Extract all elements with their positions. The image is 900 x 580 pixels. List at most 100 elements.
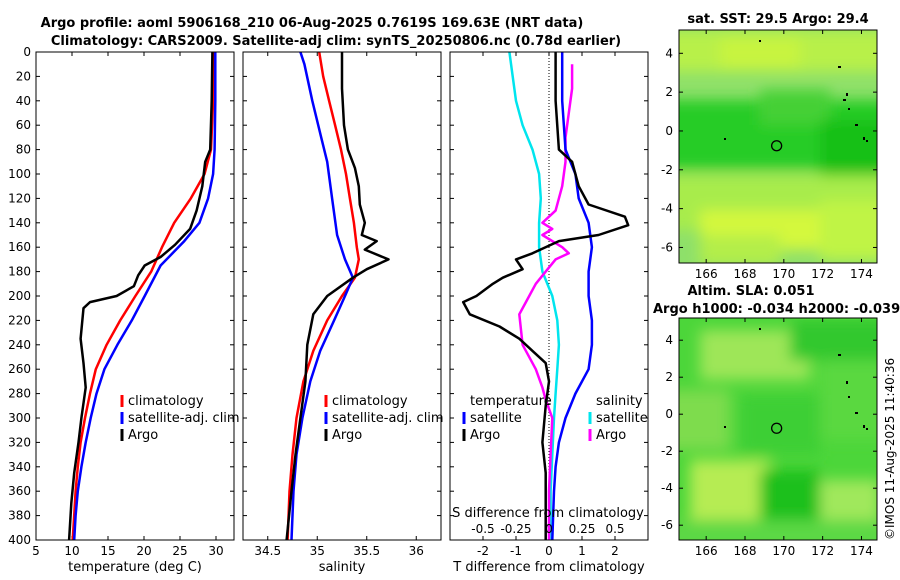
series-argo: [67, 52, 214, 540]
temperature-panel: 5 10 15 20 25 3002040608010012014016018020022…: [8, 45, 240, 575]
legend-satellite-label: satellite-adj. clim: [332, 411, 444, 426]
x-tick-label: 1: [578, 544, 586, 558]
difference-panel: -2 -1 0 1 2 T difference from climatology S …: [449, 51, 649, 575]
sla-map-subtitle: Argo h1000: -0.034 h2000: -0.039: [653, 302, 900, 317]
y-tick-label: 300: [8, 411, 31, 425]
difference-top-label: S difference from climatology: [452, 506, 644, 521]
top-tick-label: -0.5: [471, 522, 494, 536]
difference-axes-frame: [449, 51, 649, 541]
y-tick-label: 80: [16, 143, 31, 157]
map-x-tick-label: 166: [695, 267, 718, 281]
legend-s-argo-label: Argo: [596, 428, 626, 443]
difference-xlabel: T difference from climatology: [452, 560, 645, 575]
x-tick-label: 10: [64, 544, 79, 558]
x-tick-label: -2: [477, 544, 489, 558]
difference-lines: [461, 52, 630, 540]
salinity-legend: climatology satellite-adj. clim Argo: [324, 394, 444, 443]
legend-salinity-heading: salinity: [596, 394, 643, 409]
sla-field: [679, 318, 877, 540]
salinity-lines: [285, 52, 390, 540]
salinity-axes-frame: [242, 51, 442, 541]
sla-map-title: Altim. SLA: 0.051: [688, 284, 815, 299]
sla-map-ticks: 166 168 170 172 174 4 2 0 -2 -4 -6: [661, 318, 877, 558]
sla-patches: [679, 320, 877, 540]
map-x-tick-label: 172: [811, 544, 834, 558]
y-tick-label: 0: [23, 45, 31, 59]
difference-ticks: -2 -1 0 1 2: [450, 51, 648, 558]
y-tick-label: 360: [8, 484, 31, 498]
y-tick-label: 340: [8, 460, 31, 474]
sst-map-ticks: 166 168 170 172 174 4 2 0 -2 -4 -6: [661, 30, 877, 281]
x-tick-label: -1: [510, 544, 522, 558]
top-tick-label: 0.25: [569, 522, 596, 536]
map-y-tick-label: 0: [665, 124, 673, 138]
difference-legend: temperature satellite Argo salinity sate…: [462, 394, 648, 443]
map-y-tick-label: 0: [665, 407, 673, 421]
temperature-axes-frame: [35, 51, 235, 541]
map-y-tick-label: -2: [661, 163, 673, 177]
map-y-tick-label: -4: [661, 481, 673, 495]
map-y-tick-label: -6: [661, 240, 673, 254]
y-tick-label: 40: [16, 94, 31, 108]
map-x-tick-label: 174: [850, 267, 873, 281]
map-y-tick-label: -6: [661, 518, 673, 532]
x-tick-label: 0: [545, 544, 553, 558]
legend-climatology-label: climatology: [128, 394, 204, 409]
sla-argo-location-marker: [770, 422, 783, 434]
map-y-tick-label: -2: [661, 444, 673, 458]
sla-map-frame: [678, 317, 878, 541]
map-y-tick-label: 4: [665, 46, 673, 60]
map-x-tick-label: 170: [772, 544, 795, 558]
map-y-tick-label: 2: [665, 370, 673, 384]
y-tick-label: 120: [8, 191, 31, 205]
x-tick-label: 35: [310, 544, 325, 558]
y-tick-label: 220: [8, 313, 31, 327]
series-argo: [285, 52, 390, 540]
x-tick-label: 5: [32, 544, 40, 558]
y-tick-label: 180: [8, 265, 31, 279]
y-tick-label: 400: [8, 533, 31, 547]
x-tick-label: 2: [611, 544, 619, 558]
legend-s-satellite-label: satellite: [596, 411, 648, 426]
legend-temperature-heading: temperature: [470, 394, 552, 409]
map-x-tick-label: 170: [772, 267, 795, 281]
map-x-tick-label: 166: [695, 544, 718, 558]
y-tick-label: 240: [8, 338, 31, 352]
y-tick-label: 140: [8, 216, 31, 230]
y-tick-label: 160: [8, 240, 31, 254]
series-temperature-argo: [461, 52, 630, 540]
y-tick-label: 380: [8, 509, 31, 523]
y-tick-label: 60: [16, 118, 31, 132]
figure-subtitle: Climatology: CARS2009. Satellite-adj cli…: [51, 34, 621, 49]
map-y-tick-label: 2: [665, 85, 673, 99]
series-satellite-adj-clim: [72, 52, 217, 540]
x-tick-label: 36: [409, 544, 424, 558]
map-x-tick-label: 168: [734, 544, 757, 558]
temperature-xlabel: temperature (deg C): [68, 560, 202, 575]
x-tick-label: 34.5: [254, 544, 281, 558]
legend-climatology-label: climatology: [332, 394, 408, 409]
map-x-tick-label: 172: [811, 267, 834, 281]
top-tick-label: 0.5: [605, 522, 624, 536]
sst-patches: [679, 30, 877, 263]
map-x-tick-label: 168: [734, 267, 757, 281]
map-y-tick-label: -4: [661, 202, 673, 216]
y-tick-label: 100: [8, 167, 31, 181]
y-tick-label: 260: [8, 362, 31, 376]
figure-title: Argo profile: aoml 5906168_210 06-Aug-20…: [41, 16, 584, 31]
sla-coastline-dots: [724, 328, 868, 430]
legend-t-argo-label: Argo: [470, 428, 500, 443]
sla-map-panel: Altim. SLA: 0.051 Argo h1000: -0.034 h20…: [653, 284, 900, 558]
temperature-ticks: 5 10 15 20 25 3002040608010012014016018020022…: [8, 45, 234, 558]
legend-satellite-label: satellite-adj. clim: [128, 411, 240, 426]
sst-argo-location-marker: [770, 140, 783, 152]
legend-argo-label: Argo: [332, 428, 362, 443]
difference-top-ticks: -0.5 -0.25 0 0.25 0.5: [471, 522, 624, 536]
legend-argo-label: Argo: [128, 428, 158, 443]
x-tick-label: 30: [208, 544, 223, 558]
sst-map-panel: sat. SST: 29.5 Argo: 29.4: [661, 12, 878, 281]
series-climatology: [71, 52, 216, 540]
sst-map-frame: [678, 29, 878, 264]
copyright-stamp: ©IMOS 11-Aug-2025 11:40:36: [883, 358, 897, 540]
series-climatology: [286, 52, 361, 540]
